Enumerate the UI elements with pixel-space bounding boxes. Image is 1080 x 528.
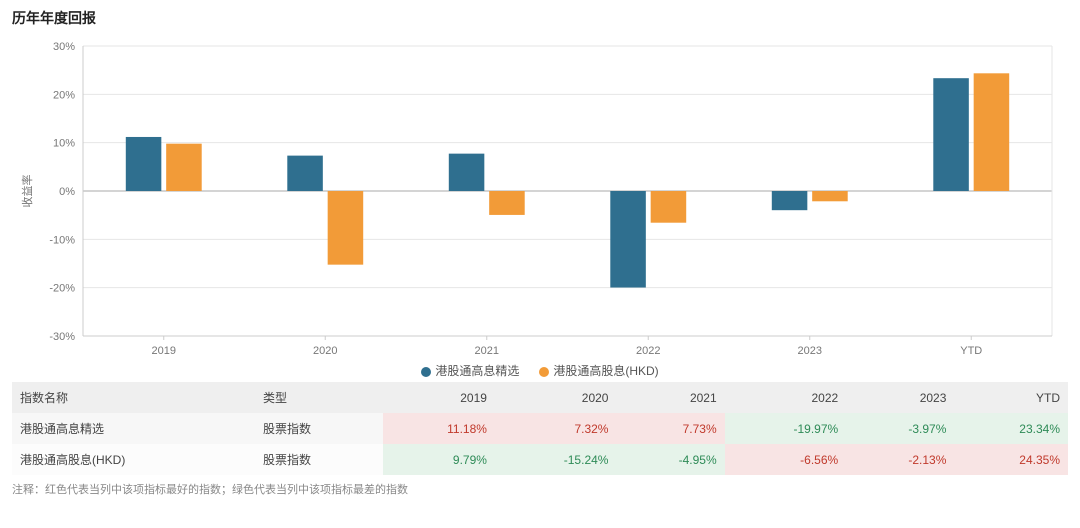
bar — [772, 191, 808, 210]
table-header: 2022 — [725, 382, 847, 413]
legend-item[interactable]: 港股通高息精选 — [421, 364, 519, 378]
table-cell: 23.34% — [954, 413, 1068, 444]
table-cell: 24.35% — [954, 444, 1068, 475]
svg-text:-30%: -30% — [49, 331, 75, 343]
bar — [287, 156, 323, 191]
table-header: 2020 — [495, 382, 617, 413]
table-row: 港股通高息精选股票指数11.18%7.32%7.73%-19.97%-3.97%… — [12, 413, 1068, 444]
table-header: 指数名称 — [12, 382, 255, 413]
bar — [328, 191, 364, 265]
annual-return-chart: -30% -20% -10% 0% 10% 20% 30% 收益率 2019 2020 2021 20… — [12, 34, 1068, 380]
bar — [812, 191, 848, 201]
table-header: 2023 — [846, 382, 954, 413]
table-header: 2019 — [383, 382, 495, 413]
footnote: 注释：红色代表当列中该项指标最好的指数；绿色代表当列中该项指标最差的指数 — [12, 481, 1068, 497]
svg-text:-20%: -20% — [49, 283, 75, 295]
table-cell: -4.95% — [616, 444, 724, 475]
bar — [126, 137, 162, 191]
chart-legend: 港股通高息精选 港股通高股息(HKD) — [12, 362, 1068, 383]
svg-text:2023: 2023 — [798, 345, 822, 357]
svg-text:2020: 2020 — [313, 345, 337, 357]
table-cell: -6.56% — [725, 444, 847, 475]
table-cell: -19.97% — [725, 413, 847, 444]
svg-text:收益率: 收益率 — [20, 175, 34, 208]
bar-chart-svg: -30% -20% -10% 0% 10% 20% 30% 收益率 2019 2020 2021 20… — [12, 34, 1068, 364]
svg-text:0%: 0% — [59, 186, 75, 198]
svg-text:2019: 2019 — [152, 345, 176, 357]
table-cell: -2.13% — [846, 444, 954, 475]
legend-item[interactable]: 港股通高股息(HKD) — [539, 364, 658, 378]
svg-text:2021: 2021 — [475, 345, 499, 357]
svg-text:20%: 20% — [53, 89, 75, 101]
table-header: 类型 — [255, 382, 383, 413]
returns-table: 指数名称类型20192020202120222023YTD港股通高息精选股票指数… — [12, 382, 1068, 475]
row-index-name: 港股通高息精选 — [12, 413, 255, 444]
legend-swatch-icon — [421, 367, 431, 377]
bar — [610, 191, 646, 288]
svg-text:10%: 10% — [53, 138, 75, 150]
bar — [166, 144, 202, 191]
table-header: 2021 — [616, 382, 724, 413]
table-cell: 7.32% — [495, 413, 617, 444]
table-cell: 9.79% — [383, 444, 495, 475]
bar — [449, 154, 485, 191]
svg-text:2022: 2022 — [636, 345, 660, 357]
table-row: 港股通高股息(HKD)股票指数9.79%-15.24%-4.95%-6.56%-… — [12, 444, 1068, 475]
table-cell: 11.18% — [383, 413, 495, 444]
svg-text:30%: 30% — [53, 41, 75, 53]
bar — [974, 73, 1010, 191]
legend-swatch-icon — [539, 367, 549, 377]
svg-text:YTD: YTD — [960, 345, 982, 357]
table-cell: 7.73% — [616, 413, 724, 444]
bar — [489, 191, 525, 215]
row-type: 股票指数 — [255, 444, 383, 475]
table-header: YTD — [954, 382, 1068, 413]
row-type: 股票指数 — [255, 413, 383, 444]
table-cell: -3.97% — [846, 413, 954, 444]
svg-text:-10%: -10% — [49, 234, 75, 246]
row-index-name: 港股通高股息(HKD) — [12, 444, 255, 475]
page-title: 历年年度回报 — [12, 8, 1068, 28]
bar — [651, 191, 687, 223]
bar — [933, 78, 969, 191]
table-cell: -15.24% — [495, 444, 617, 475]
